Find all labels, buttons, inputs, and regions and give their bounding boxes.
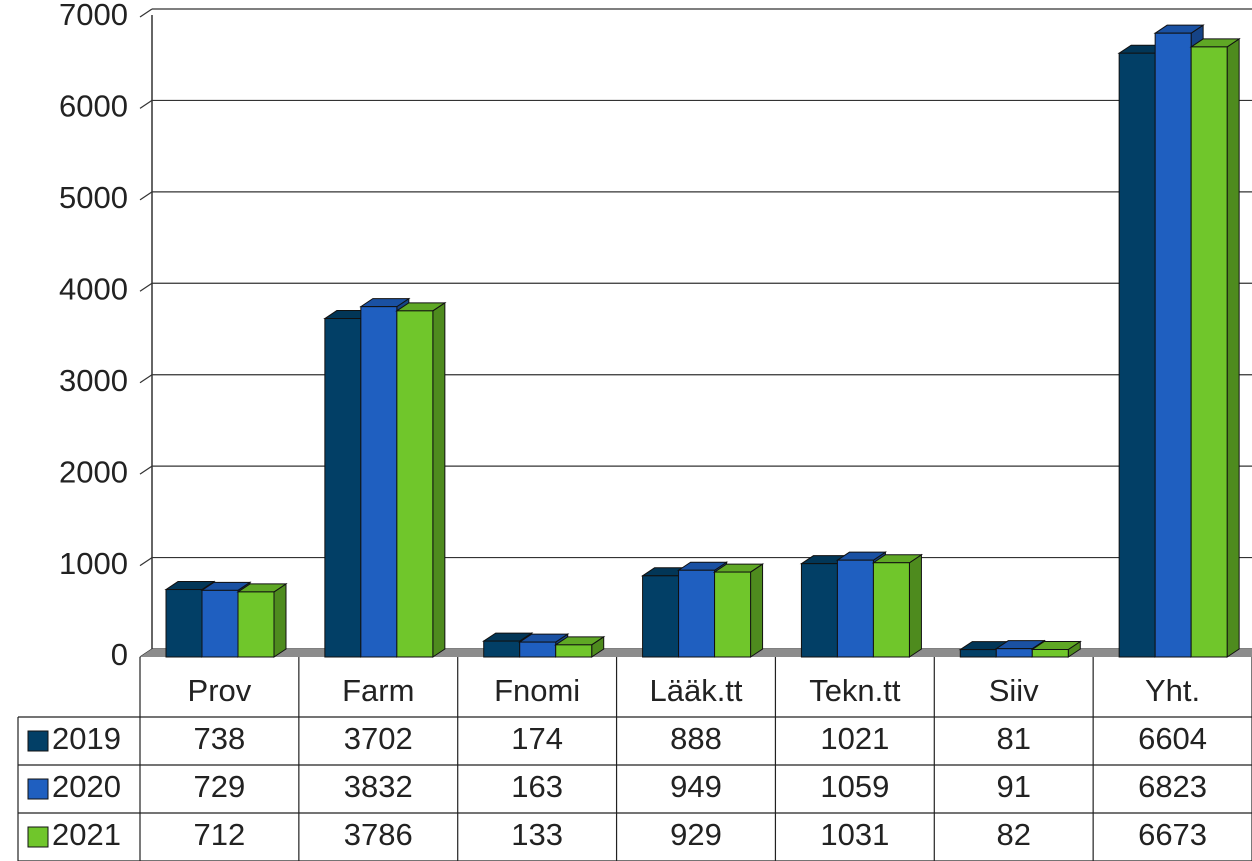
table-value: 133 — [511, 817, 563, 852]
legend-label: 2019 — [52, 721, 121, 756]
table-value: 6604 — [1138, 721, 1207, 756]
x-tick-label: Lääk.tt — [649, 673, 742, 708]
table-value: 949 — [670, 769, 722, 804]
bar — [519, 641, 557, 658]
table-value: 1021 — [820, 721, 889, 756]
x-tick-label: Farm — [342, 673, 414, 708]
table-value: 729 — [194, 769, 246, 804]
bar — [1118, 52, 1156, 658]
legend-label: 2021 — [52, 817, 121, 852]
y-tick-label: 7000 — [59, 0, 128, 32]
tick-mark — [139, 191, 153, 201]
y-tick-label: 4000 — [59, 271, 128, 306]
table-value: 1059 — [820, 769, 889, 804]
table-value: 3702 — [344, 721, 413, 756]
table-value: 738 — [194, 721, 246, 756]
bar — [995, 648, 1033, 658]
bar — [836, 559, 874, 658]
bar — [237, 591, 275, 658]
bar-side — [1226, 37, 1240, 658]
table-value: 1031 — [820, 817, 889, 852]
bar — [324, 318, 362, 658]
bar — [1031, 649, 1069, 658]
legend-swatch — [27, 730, 49, 752]
tick-mark — [139, 374, 153, 384]
bar — [360, 306, 398, 658]
bar — [1154, 32, 1192, 658]
table-value: 91 — [996, 769, 1030, 804]
tick-mark — [139, 8, 153, 18]
table-value: 6673 — [1138, 817, 1207, 852]
tick-mark — [139, 99, 153, 109]
legend-swatch — [27, 778, 49, 800]
bar — [201, 589, 239, 658]
bar-side — [750, 563, 764, 658]
y-tick-label: 2000 — [59, 454, 128, 489]
bar — [483, 640, 521, 658]
x-tick-label: Siiv — [989, 673, 1039, 708]
y-tick-label: 6000 — [59, 89, 128, 124]
bar — [800, 563, 838, 658]
bar — [165, 589, 203, 658]
x-tick-label: Prov — [188, 673, 252, 708]
x-tick-label: Tekn.tt — [809, 673, 901, 708]
y-tick-label: 3000 — [59, 363, 128, 398]
table-value: 3786 — [344, 817, 413, 852]
table-value: 712 — [194, 817, 246, 852]
x-tick-label: Fnomi — [494, 673, 580, 708]
table-value: 163 — [511, 769, 563, 804]
bar — [396, 310, 434, 658]
tick-mark — [139, 282, 153, 292]
table-value: 82 — [996, 817, 1030, 852]
bar-side — [273, 582, 287, 658]
bar — [642, 575, 680, 658]
table-value: 6823 — [1138, 769, 1207, 804]
legend-swatch — [27, 826, 49, 848]
table-value: 81 — [996, 721, 1030, 756]
y-tick-label: 0 — [111, 637, 128, 672]
bar — [555, 644, 593, 658]
bar-side — [908, 553, 922, 658]
bar — [872, 562, 910, 658]
bar — [678, 569, 716, 658]
y-tick-label: 1000 — [59, 546, 128, 581]
bar-side — [432, 301, 446, 658]
y-tick-label: 5000 — [59, 180, 128, 215]
table-value: 888 — [670, 721, 722, 756]
legend-label: 2020 — [52, 769, 121, 804]
x-tick-label: Yht. — [1145, 673, 1200, 708]
tick-mark — [139, 465, 153, 475]
table-value: 3832 — [344, 769, 413, 804]
bar — [1190, 46, 1228, 658]
table-value: 929 — [670, 817, 722, 852]
tick-mark — [139, 557, 153, 567]
table-value: 174 — [511, 721, 563, 756]
bar — [959, 649, 997, 658]
bar — [714, 571, 752, 658]
